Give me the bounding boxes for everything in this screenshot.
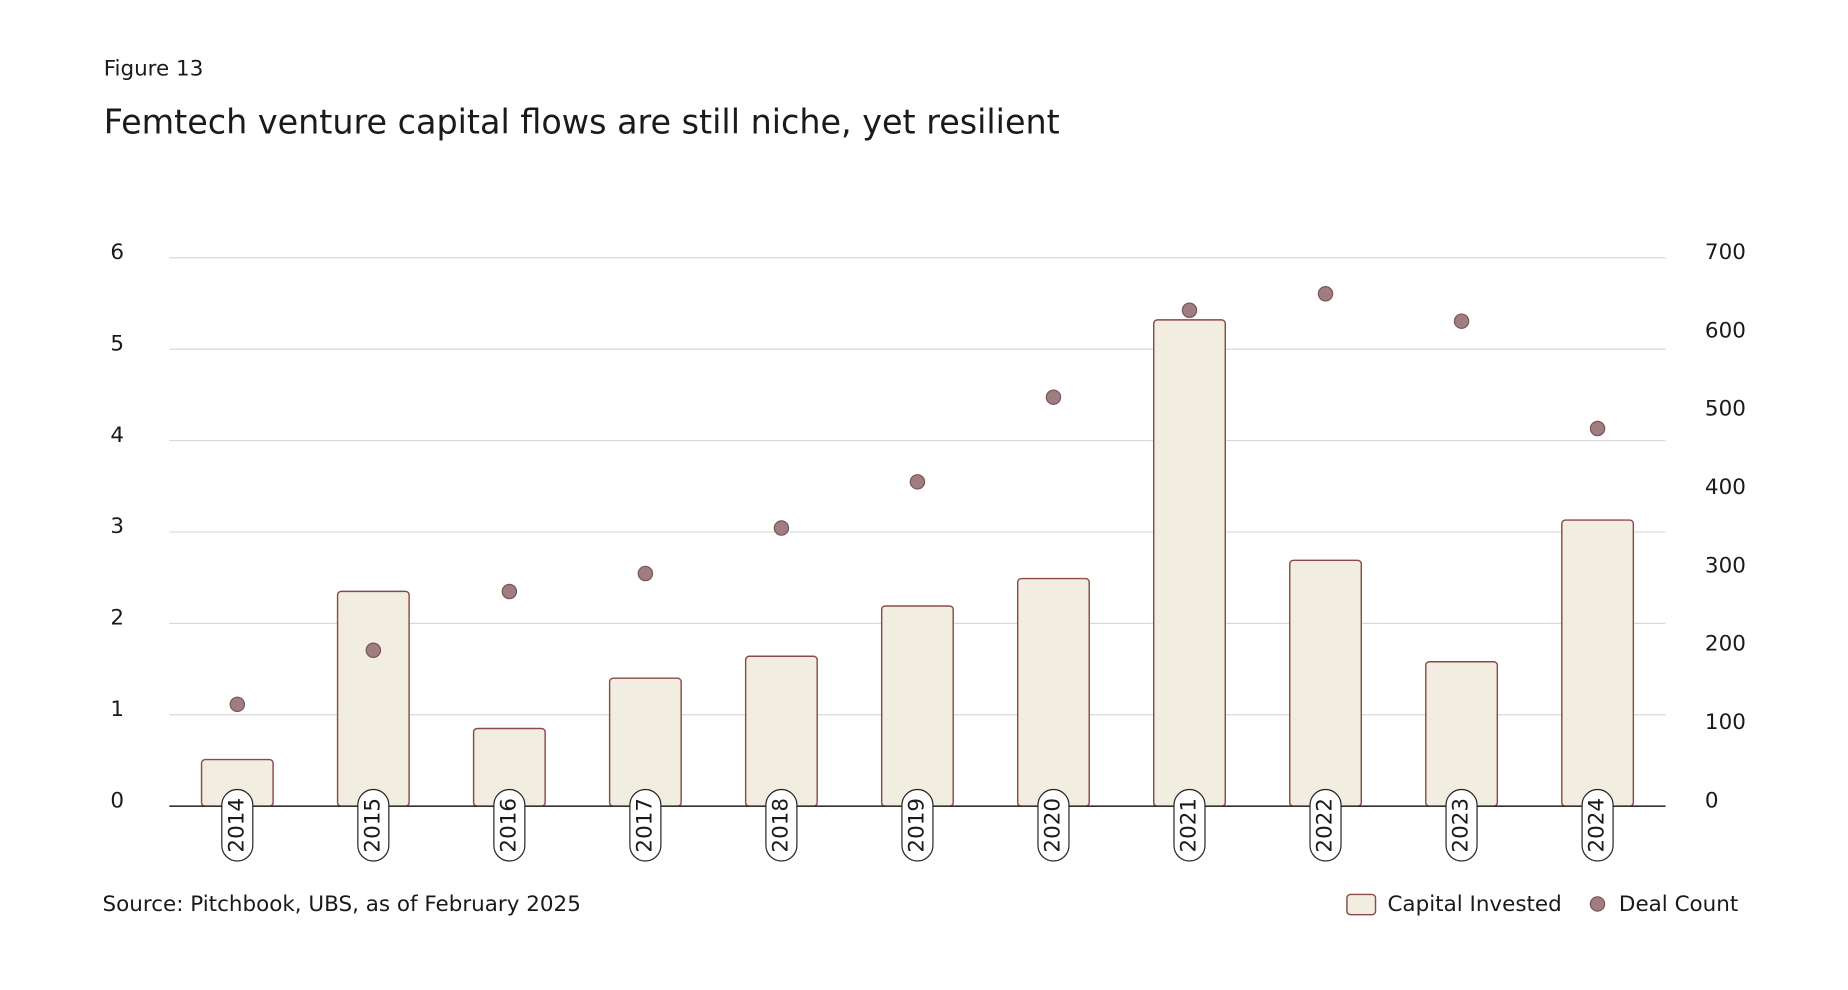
y-tick-label: 5 (110, 331, 124, 356)
source: Source: Pitchbook, UBS, as of February 2… (103, 892, 581, 917)
dot (229, 696, 246, 713)
y2-tick-label: 600 (1705, 318, 1746, 343)
y2-tick-label: 100 (1705, 710, 1746, 735)
y2-tick-label: 500 (1705, 397, 1746, 422)
x-tick-label: 2015 (360, 798, 385, 853)
dot (1317, 286, 1334, 302)
dot (1045, 389, 1062, 405)
x-tick-pill (1445, 788, 1478, 862)
bar (336, 590, 410, 807)
y2-tick-label: 200 (1705, 632, 1746, 657)
x-tick-label: 2014 (224, 798, 249, 853)
dot (1181, 302, 1198, 318)
x-tick-label: 2022 (1313, 798, 1338, 853)
y-tick-label: 0 (110, 788, 124, 813)
x-tick-pill (1581, 788, 1614, 862)
dot (909, 474, 926, 490)
dot (1453, 313, 1470, 329)
bar (1016, 577, 1090, 807)
x-tick-label: 2024 (1585, 798, 1610, 853)
y2-tick-label: 300 (1705, 553, 1746, 578)
y-tick-label: 3 (110, 514, 124, 539)
x-tick-pill (221, 788, 254, 862)
y-tick-label: 1 (110, 697, 124, 722)
dot (773, 520, 790, 536)
bar (1289, 559, 1363, 807)
legend-swatch (1589, 896, 1606, 912)
x-tick-pill (1173, 788, 1206, 862)
bar (744, 655, 818, 807)
x-tick-pill (493, 788, 526, 862)
y2-tick-label: 400 (1705, 475, 1746, 500)
x-tick-label: 2020 (1040, 798, 1065, 853)
chart-title: Femtech venture capital flows are still … (104, 103, 1060, 142)
x-tick-pill (765, 788, 798, 862)
y2-tick-label: 0 (1705, 788, 1719, 813)
dot (501, 583, 518, 600)
y-tick-label: 6 (110, 240, 124, 265)
y2-tick-label: 700 (1705, 240, 1746, 265)
legend-swatch (1346, 893, 1377, 916)
x-tick-label: 2017 (632, 798, 657, 853)
bar (880, 605, 954, 807)
legend-label: Deal Count (1619, 892, 1738, 917)
x-tick-pill (629, 788, 662, 862)
dot (1589, 420, 1606, 437)
x-tick-label: 2016 (496, 798, 521, 853)
x-tick-label: 2023 (1449, 798, 1474, 853)
bar (1561, 519, 1635, 807)
x-tick-label: 2018 (768, 798, 793, 853)
bar (1153, 319, 1226, 807)
bar (1425, 661, 1499, 807)
figure-label: Figure 13 (104, 56, 204, 81)
dot (365, 642, 382, 659)
x-tick-pill (1037, 788, 1070, 862)
y-tick-label: 2 (110, 606, 124, 631)
legend-label: Capital Invested (1387, 892, 1561, 917)
x-tick-label: 2021 (1176, 798, 1201, 853)
x-tick-label: 2019 (904, 798, 929, 853)
y-tick-label: 4 (110, 423, 124, 448)
x-tick-pill (901, 788, 934, 862)
x-tick-pill (1309, 788, 1342, 862)
bar (608, 677, 682, 807)
dot (637, 565, 654, 582)
x-tick-pill (357, 788, 390, 862)
